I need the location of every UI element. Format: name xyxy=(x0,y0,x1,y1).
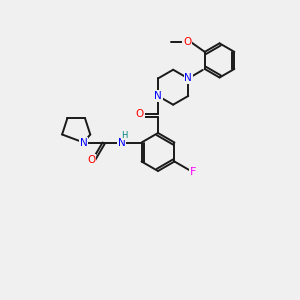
Text: N: N xyxy=(80,137,88,148)
Text: O: O xyxy=(136,109,144,119)
Text: O: O xyxy=(87,155,95,165)
Text: N: N xyxy=(154,91,162,101)
Text: H: H xyxy=(122,131,128,140)
Text: O: O xyxy=(183,38,191,47)
Text: N: N xyxy=(118,137,125,148)
Text: N: N xyxy=(154,91,162,101)
Text: F: F xyxy=(190,167,196,177)
Text: N: N xyxy=(184,74,192,83)
